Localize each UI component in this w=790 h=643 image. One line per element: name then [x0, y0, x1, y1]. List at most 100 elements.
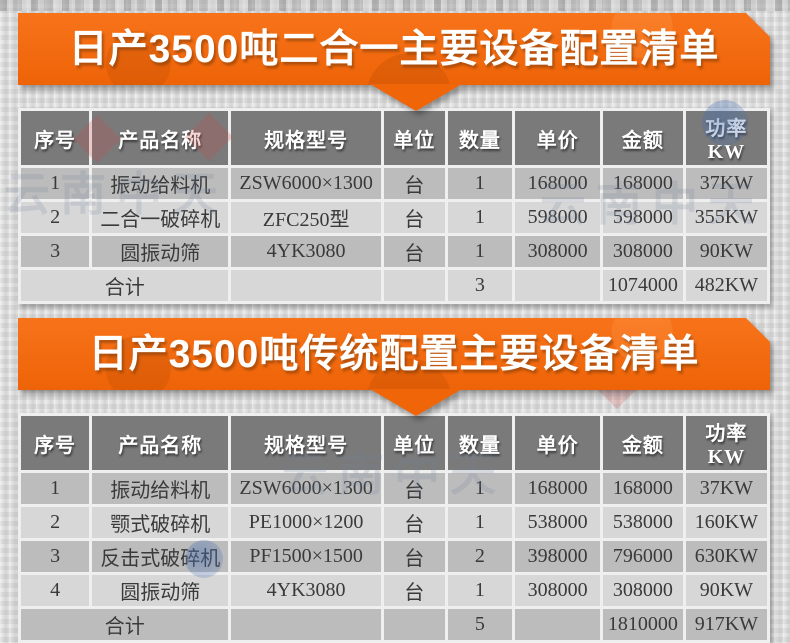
table-row: 1 振动给料机 ZSW6000×1300 台 1 168000 168000 3… [21, 168, 767, 199]
banner-1-ribbon: 日产3500吨二合一主要设备配置清单 [18, 13, 770, 85]
equipment-table-2: 序号 产品名称 规格型号 单位 数量 单价 金额 功率KW 1 振动给料机 ZS… [18, 413, 770, 643]
cell-unit: 台 [383, 541, 445, 572]
cell-unit: 台 [383, 473, 445, 504]
col-seq: 序号 [21, 111, 90, 165]
cell-unit: 台 [383, 507, 445, 538]
cell-unit-empty [383, 270, 445, 301]
cell-model: ZSW6000×1300 [231, 473, 381, 504]
cell-model: PE1000×1200 [231, 507, 381, 538]
cell-unit-empty [383, 609, 445, 640]
cell-model: PF1500×1500 [231, 541, 381, 572]
col-price: 单价 [515, 416, 600, 470]
col-model: 规格型号 [231, 111, 381, 165]
table-row: 2 二合一破碎机 ZFC250型 台 1 598000 598000 355KW [21, 202, 767, 233]
cell-product: 圆振动筛 [92, 575, 229, 606]
col-unit: 单位 [383, 111, 445, 165]
cell-price: 308000 [515, 575, 600, 606]
table-total-row: 合计 3 1074000 482KW [21, 270, 767, 301]
col-amount: 金额 [603, 416, 683, 470]
cell-qty: 2 [447, 541, 513, 572]
cell-price: 598000 [515, 202, 600, 233]
cell-total-qty: 5 [447, 609, 513, 640]
cell-total-amount: 1810000 [603, 609, 683, 640]
banner-2-title: 日产3500吨传统配置主要设备清单 [88, 332, 700, 376]
cell-price: 538000 [515, 507, 600, 538]
cell-power: 355KW [685, 202, 767, 233]
col-power: 功率KW [685, 416, 767, 470]
col-seq: 序号 [21, 416, 90, 470]
cell-price: 168000 [515, 168, 600, 199]
cell-total-label: 合计 [21, 609, 229, 640]
banner-section-2: 日产3500吨传统配置主要设备清单 [18, 318, 770, 416]
table-row: 2 颚式破碎机 PE1000×1200 台 1 538000 538000 16… [21, 507, 767, 538]
cell-power: 37KW [685, 168, 767, 199]
cell-total-label: 合计 [21, 270, 229, 301]
cell-amount: 796000 [603, 541, 683, 572]
equipment-table-1: 序号 产品名称 规格型号 单位 数量 单价 金额 功率KW 1 振动给料机 ZS… [18, 108, 770, 304]
cell-seq: 2 [21, 507, 90, 538]
banner-2-arrow-down-icon [370, 389, 462, 416]
cell-power: 630KW [685, 541, 767, 572]
cell-product: 振动给料机 [92, 168, 229, 199]
cell-total-power: 482KW [685, 270, 767, 301]
cell-unit: 台 [383, 236, 445, 267]
cell-qty: 1 [447, 236, 513, 267]
cell-qty: 1 [447, 202, 513, 233]
cell-qty: 1 [447, 168, 513, 199]
col-power: 功率KW [685, 111, 767, 165]
cell-amount: 308000 [603, 236, 683, 267]
cell-product: 反击式破碎机 [92, 541, 229, 572]
col-unit: 单位 [383, 416, 445, 470]
table-1-header-row: 序号 产品名称 规格型号 单位 数量 单价 金额 功率KW [21, 111, 767, 165]
cell-price: 308000 [515, 236, 600, 267]
cell-price-empty [515, 609, 600, 640]
col-qty: 数量 [447, 416, 513, 470]
cell-unit: 台 [383, 168, 445, 199]
cell-qty: 1 [447, 473, 513, 504]
cell-qty: 1 [447, 575, 513, 606]
cell-seq: 3 [21, 541, 90, 572]
banner-1-title: 日产3500吨二合一主要设备配置清单 [68, 27, 720, 71]
cell-model: ZFC250型 [231, 202, 381, 233]
cell-power: 90KW [685, 575, 767, 606]
cell-seq: 1 [21, 168, 90, 199]
page: 日产3500吨二合一主要设备配置清单 序号 产品名称 规格型号 单位 数量 单价… [18, 0, 770, 643]
cell-unit: 台 [383, 575, 445, 606]
cell-model-empty [231, 609, 381, 640]
cell-total-power: 917KW [685, 609, 767, 640]
table-row: 1 振动给料机 ZSW6000×1300 台 1 168000 168000 3… [21, 473, 767, 504]
banner-section-1: 日产3500吨二合一主要设备配置清单 [18, 13, 770, 111]
cell-total-qty: 3 [447, 270, 513, 301]
cell-product: 圆振动筛 [92, 236, 229, 267]
cell-model: 4YK3080 [231, 575, 381, 606]
cell-price-empty [515, 270, 600, 301]
table-row: 4 圆振动筛 4YK3080 台 1 308000 308000 90KW [21, 575, 767, 606]
cell-power: 90KW [685, 236, 767, 267]
cell-price: 168000 [515, 473, 600, 504]
cell-amount: 168000 [603, 473, 683, 504]
cell-qty: 1 [447, 507, 513, 538]
table-row: 3 反击式破碎机 PF1500×1500 台 2 398000 796000 6… [21, 541, 767, 572]
cell-product: 振动给料机 [92, 473, 229, 504]
col-qty: 数量 [447, 111, 513, 165]
cell-seq: 3 [21, 236, 90, 267]
col-amount: 金额 [603, 111, 683, 165]
banner-2-ribbon: 日产3500吨传统配置主要设备清单 [18, 318, 770, 390]
cell-amount: 538000 [603, 507, 683, 538]
cell-model: ZSW6000×1300 [231, 168, 381, 199]
banner-1-arrow-down-icon [370, 84, 462, 111]
cell-unit: 台 [383, 202, 445, 233]
table-total-row: 合计 5 1810000 917KW [21, 609, 767, 640]
cell-power: 160KW [685, 507, 767, 538]
cell-model: 4YK3080 [231, 236, 381, 267]
table-2-header-row: 序号 产品名称 规格型号 单位 数量 单价 金额 功率KW [21, 416, 767, 470]
col-product: 产品名称 [92, 416, 229, 470]
cell-amount: 168000 [603, 168, 683, 199]
cell-model-empty [231, 270, 381, 301]
table-row: 3 圆振动筛 4YK3080 台 1 308000 308000 90KW [21, 236, 767, 267]
cell-seq: 1 [21, 473, 90, 504]
col-price: 单价 [515, 111, 600, 165]
cell-product: 二合一破碎机 [92, 202, 229, 233]
cell-amount: 308000 [603, 575, 683, 606]
cell-price: 398000 [515, 541, 600, 572]
